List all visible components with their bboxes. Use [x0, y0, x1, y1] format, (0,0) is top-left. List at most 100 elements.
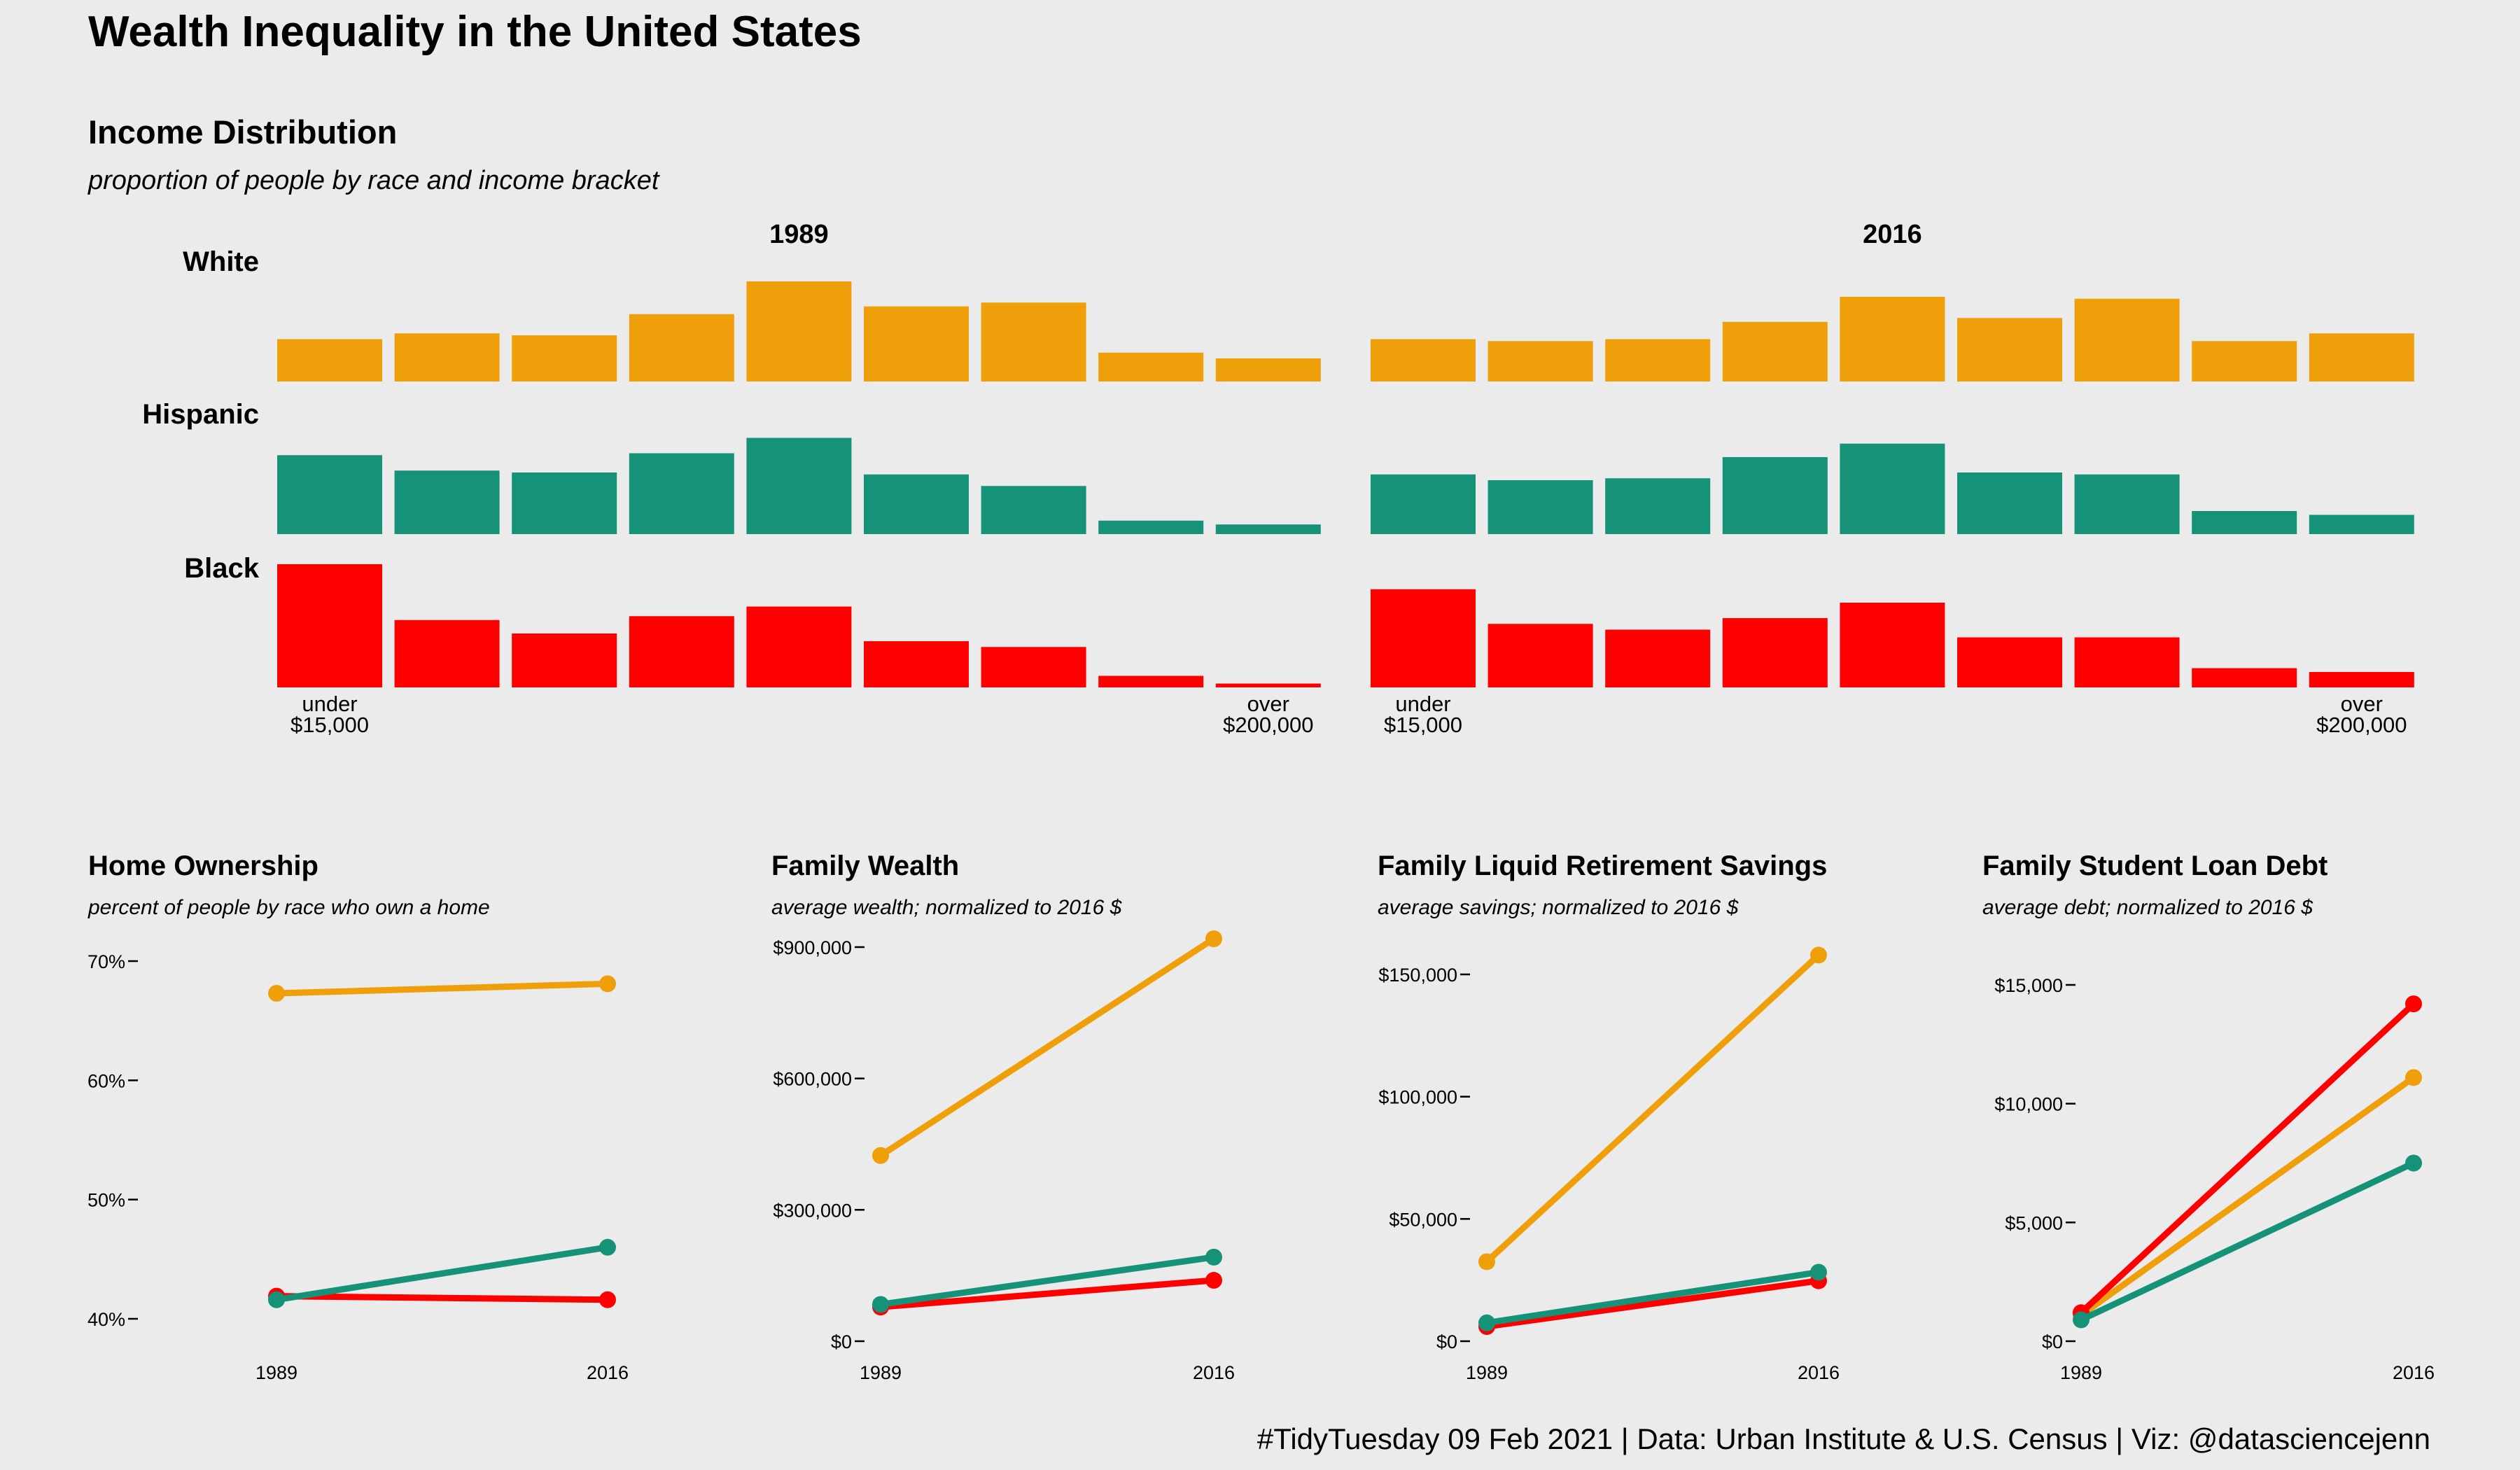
income-bar-hispanic — [2192, 511, 2297, 534]
y-tick-label: $0 — [1436, 1331, 1457, 1352]
race-label-black: Black — [184, 553, 259, 584]
x-tick-label: 1989 — [2060, 1362, 2102, 1383]
y-tick-label: 50% — [88, 1190, 125, 1211]
income-bar-white — [1215, 358, 1321, 382]
race-label-hispanic: Hispanic — [142, 399, 259, 430]
income-distribution-chart: 1989under$15,000over$200,0002016under$15… — [142, 220, 2414, 737]
income-section-subtitle: proportion of people by race and income … — [88, 166, 660, 195]
income-bar-hispanic — [1605, 478, 1711, 534]
data-point-hispanic — [2073, 1311, 2090, 1329]
y-tick-label: $0 — [831, 1331, 852, 1352]
y-tick-label: $50,000 — [1389, 1209, 1457, 1230]
data-point-white — [1205, 930, 1222, 948]
panel-title: Family Student Loan Debt — [1982, 850, 2328, 881]
income-bar-hispanic — [981, 486, 1086, 534]
line-panels: Home Ownership percent of people by race … — [88, 850, 2435, 1383]
income-bar-hispanic — [512, 472, 617, 534]
income-bar-hispanic — [629, 453, 734, 534]
income-bar-white — [277, 339, 382, 382]
income-bar-hispanic — [1098, 520, 1204, 534]
series-line-hispanic — [273, 1244, 611, 1303]
income-bar-white — [1957, 318, 2062, 382]
data-point-hispanic — [2405, 1154, 2422, 1172]
income-bar-white — [394, 333, 500, 382]
y-tick-label: $150,000 — [1378, 965, 1457, 986]
data-point-white — [599, 975, 616, 993]
income-bar-black — [1957, 637, 2062, 687]
panel-subtitle: average debt; normalized to 2016 $ — [1982, 896, 2314, 919]
panel-subtitle: average savings; normalized to 2016 $ — [1378, 896, 1740, 919]
panel-title: Family Wealth — [771, 850, 959, 881]
income-bar-hispanic — [394, 470, 500, 534]
series-line-white — [877, 935, 1217, 1159]
x-tick-label: 1989 — [255, 1362, 298, 1383]
income-bar-black — [2074, 637, 2180, 687]
income-bar-hispanic — [2309, 514, 2414, 534]
income-panel-2016: 2016 under$15,000 over$200,000 — [1371, 220, 2414, 737]
bracket-label-first: under — [1395, 692, 1450, 716]
income-bar-black — [2309, 672, 2414, 687]
data-point-hispanic — [872, 1296, 889, 1313]
line-panel-1: Home Ownership percent of people by race … — [88, 850, 629, 1383]
y-tick-label: $600,000 — [773, 1069, 852, 1090]
line-panel-3: Family Liquid Retirement Savings average … — [1378, 850, 1840, 1383]
income-section-title: Income Distribution — [88, 113, 397, 150]
income-bar-hispanic — [1215, 524, 1321, 534]
y-tick-label: $10,000 — [1994, 1094, 2063, 1115]
y-tick-label: $100,000 — [1378, 1087, 1457, 1108]
data-point-black — [599, 1291, 616, 1308]
panel-subtitle: average wealth; normalized to 2016 $ — [771, 896, 1123, 919]
income-bar-black — [1215, 683, 1321, 687]
bracket-label-last: over — [2341, 692, 2383, 716]
income-bar-white — [1371, 339, 1476, 382]
data-point-hispanic — [1205, 1248, 1222, 1266]
y-tick-label: 60% — [88, 1070, 125, 1091]
income-bar-hispanic — [277, 455, 382, 534]
series-line-hispanic — [1483, 1268, 1822, 1326]
income-bar-hispanic — [1488, 480, 1593, 534]
income-bar-black — [746, 606, 852, 687]
data-point-black — [1205, 1272, 1222, 1289]
panel-year-label: 2016 — [1863, 220, 1922, 249]
race-label-white: White — [183, 246, 259, 277]
data-point-black — [2405, 995, 2422, 1013]
data-point-white — [2405, 1069, 2422, 1086]
income-bar-white — [2309, 333, 2414, 382]
income-bar-white — [1488, 341, 1593, 382]
income-bar-white — [864, 306, 969, 382]
income-bar-white — [981, 302, 1086, 382]
income-bar-black — [981, 647, 1086, 687]
income-bar-black — [277, 564, 382, 687]
y-tick-label: $5,000 — [2005, 1212, 2063, 1233]
income-bar-hispanic — [746, 438, 852, 534]
y-tick-label: $300,000 — [773, 1200, 852, 1221]
panel-title: Home Ownership — [88, 850, 318, 881]
income-bar-hispanic — [864, 474, 969, 534]
income-bar-black — [2192, 668, 2297, 687]
series-line-black — [1483, 1278, 1822, 1330]
income-bar-black — [1840, 603, 1945, 687]
income-bar-hispanic — [1722, 457, 1828, 534]
panel-subtitle: percent of people by race who own a home — [88, 896, 490, 919]
series-line-white — [2078, 1074, 2417, 1319]
series-line-black — [273, 1293, 611, 1303]
y-tick-label: 40% — [88, 1309, 125, 1330]
income-bar-black — [1722, 618, 1828, 687]
income-bar-black — [512, 634, 617, 687]
income-bar-black — [394, 620, 500, 687]
line-panel-4: Family Student Loan Debt average debt; no… — [1982, 850, 2435, 1383]
bracket-label-last: over — [1247, 692, 1289, 716]
x-tick-label: 2016 — [2393, 1362, 2435, 1383]
income-bar-black — [1098, 676, 1204, 687]
income-panel-1989: 1989 under$15,000 over$200,000 — [277, 220, 1321, 737]
series-line-hispanic — [2078, 1160, 2417, 1323]
y-tick-label: $0 — [2042, 1331, 2063, 1352]
income-bar-white — [629, 314, 734, 382]
income-bar-white — [512, 335, 617, 382]
income-bar-white — [1098, 352, 1204, 382]
x-tick-label: 2016 — [587, 1362, 629, 1383]
line-panel-2: Family Wealth average wealth; normalized … — [771, 850, 1235, 1383]
series-line-black — [877, 1277, 1217, 1310]
income-bar-black — [1605, 629, 1711, 687]
